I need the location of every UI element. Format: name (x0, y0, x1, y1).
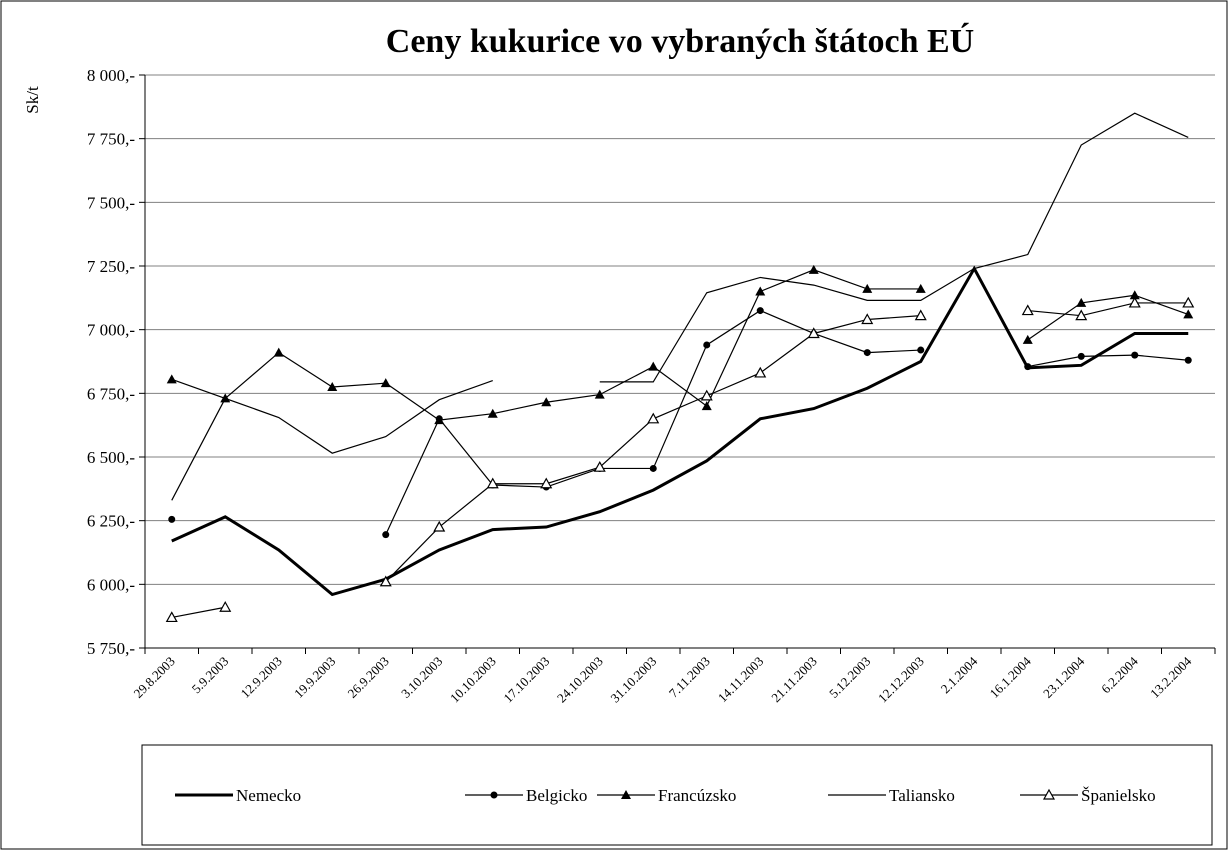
series-marker (273, 347, 284, 357)
series-marker (1024, 363, 1032, 371)
series-marker (755, 286, 766, 296)
series-marker (1128, 296, 1141, 308)
y-tick-label: 7 250,- (87, 257, 136, 276)
series-marker (649, 464, 657, 472)
legend-label: Francúzsko (658, 786, 736, 805)
y-tick-label: 7 750,- (87, 130, 136, 149)
series-marker (754, 366, 767, 378)
series-marker (1075, 309, 1088, 321)
series-marker (1131, 351, 1139, 359)
series-marker (219, 601, 232, 612)
series-marker (863, 349, 871, 357)
series-marker (379, 575, 392, 587)
y-tick-label: 6 250,- (87, 512, 136, 531)
y-axis-label: Sk/t (23, 86, 42, 114)
series-marker (540, 477, 553, 489)
series-marker (165, 611, 178, 623)
series-marker (1022, 334, 1033, 344)
series-marker (914, 309, 927, 321)
series-marker (756, 307, 764, 315)
y-tick-label: 7 500,- (87, 193, 136, 212)
series-marker (327, 381, 338, 391)
series-marker (1183, 309, 1194, 319)
series-marker (166, 374, 177, 384)
series-marker (433, 520, 446, 532)
series-marker (593, 460, 606, 472)
legend-marker (621, 790, 631, 799)
y-tick-label: 5 750,- (87, 639, 136, 658)
series-marker (1021, 304, 1034, 316)
series-marker (1076, 297, 1087, 307)
legend-marker (490, 791, 498, 799)
series-marker (594, 389, 605, 399)
series-marker (648, 361, 659, 371)
series-marker (703, 341, 711, 349)
series-marker (647, 412, 660, 424)
series-marker (701, 401, 712, 411)
series-marker (861, 313, 874, 325)
series-marker (700, 389, 713, 401)
chart-title: Ceny kukurice vo vybraných štátoch EÚ (386, 22, 974, 60)
series-marker (915, 283, 926, 293)
series-marker (486, 477, 499, 489)
y-tick-label: 6 750,- (87, 384, 136, 403)
series-line (171, 265, 1189, 597)
legend-marker (1042, 788, 1056, 800)
series-marker (1184, 356, 1192, 364)
series-marker (487, 408, 498, 418)
series-marker (1129, 290, 1140, 300)
y-tick-label: 6 000,- (87, 575, 136, 594)
series-marker (1077, 352, 1085, 360)
legend-label: Taliansko (889, 786, 955, 805)
y-tick-label: 6 500,- (87, 448, 136, 467)
series-marker (807, 327, 820, 339)
series-marker (434, 415, 445, 425)
y-tick-label: 7 000,- (87, 321, 136, 340)
legend-label: Španielsko (1081, 786, 1156, 805)
y-tick-label: 8 000,- (87, 66, 136, 85)
series-marker (808, 264, 819, 274)
series-marker (380, 378, 391, 388)
legend-label: Belgicko (526, 786, 587, 805)
series-marker (168, 515, 176, 523)
series-marker (862, 283, 873, 293)
series-marker (382, 531, 390, 539)
series-line (171, 112, 1189, 501)
series-marker (917, 346, 925, 354)
series-marker (541, 397, 552, 407)
series-marker (1182, 296, 1195, 308)
legend-label: Nemecko (236, 786, 301, 805)
